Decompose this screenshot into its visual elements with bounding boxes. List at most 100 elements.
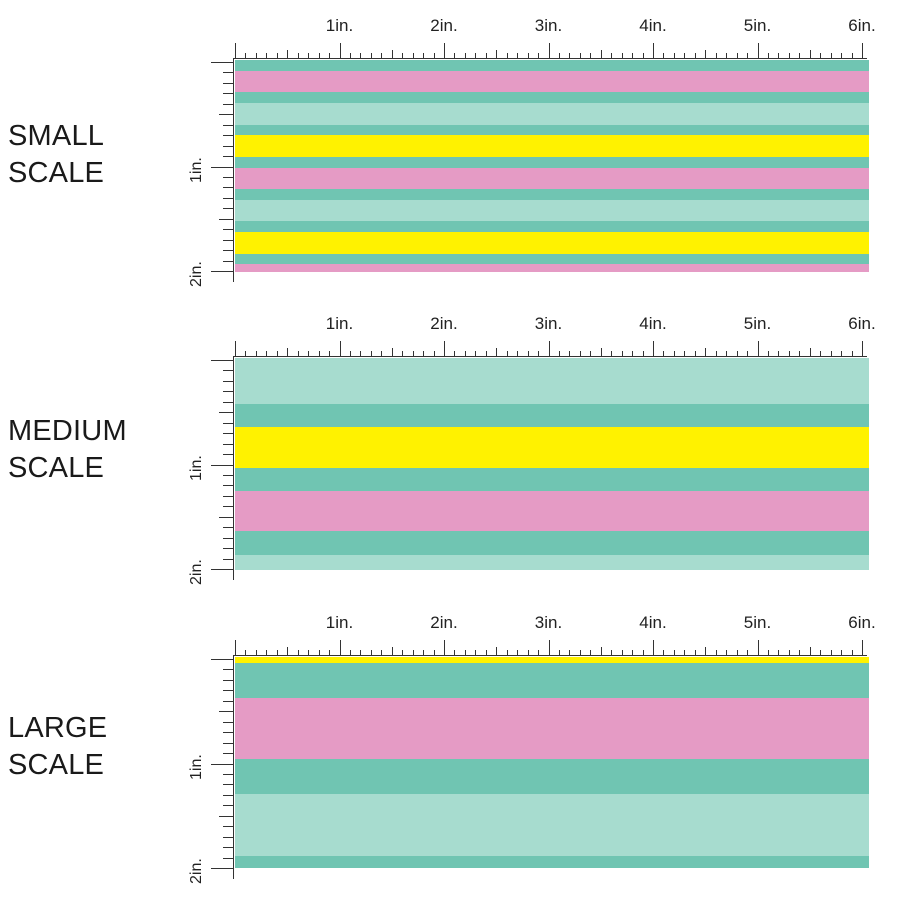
- ruler-label: 2in.: [188, 261, 205, 287]
- ruler-tick: [223, 506, 233, 508]
- ruler-tick: [464, 53, 466, 58]
- scale-label: SMALL SCALE: [8, 118, 104, 192]
- ruler-tick: [266, 650, 268, 655]
- ruler-tick: [548, 43, 550, 58]
- ruler-label: 2in.: [430, 613, 458, 632]
- ruler-tick: [360, 351, 362, 356]
- ruler-tick: [757, 640, 759, 655]
- ruler-tick: [799, 53, 801, 58]
- ruler-tick: [360, 53, 362, 58]
- ruler-tick: [211, 271, 233, 272]
- stripe-teal: [235, 758, 869, 795]
- ruler-tick: [579, 53, 581, 58]
- ruler-tick: [223, 391, 233, 393]
- ruler-tick: [799, 650, 801, 655]
- ruler-tick: [747, 53, 749, 58]
- ruler-tick: [788, 650, 790, 655]
- ruler-tick: [496, 647, 498, 655]
- ruler-tick: [517, 650, 519, 655]
- scale-label-line1: LARGE: [8, 712, 108, 744]
- ruler-tick: [370, 650, 372, 655]
- ruler-tick: [558, 351, 560, 356]
- stripe-teal: [235, 221, 869, 233]
- ruler-tick: [433, 650, 435, 655]
- ruler-tick: [370, 351, 372, 356]
- ruler-tick: [266, 53, 268, 58]
- ruler-tick: [862, 43, 863, 58]
- ruler-tick: [694, 650, 696, 655]
- ruler-tick: [705, 647, 707, 655]
- ruler-tick: [830, 351, 832, 356]
- ruler-tick: [223, 103, 233, 105]
- ruler-tick: [809, 647, 811, 655]
- ruler-tick: [569, 53, 571, 58]
- ruler-tick: [820, 351, 822, 356]
- ruler-tick: [318, 351, 320, 356]
- ruler-tick: [349, 650, 351, 655]
- ruler-tick: [308, 53, 310, 58]
- ruler-tick: [715, 650, 717, 655]
- stripe-teal: [235, 60, 869, 72]
- ruler-tick: [391, 647, 393, 655]
- ruler-tick: [223, 197, 233, 199]
- ruler-tick: [726, 650, 728, 655]
- ruler-tick: [778, 650, 780, 655]
- ruler-tick: [464, 351, 466, 356]
- ruler-tick: [223, 805, 233, 807]
- ruler-tick: [830, 650, 832, 655]
- ruler-tick: [475, 351, 477, 356]
- ruler-label: 5in.: [743, 16, 772, 35]
- ruler-tick: [809, 348, 811, 356]
- ruler-baseline: [233, 655, 867, 656]
- ruler-tick: [767, 650, 769, 655]
- fabric-swatch: [235, 657, 869, 868]
- ruler-tick: [223, 156, 233, 158]
- ruler-baseline: [233, 58, 867, 59]
- stripe-teal: [235, 531, 869, 556]
- ruler-tick: [423, 650, 425, 655]
- ruler-label: 4in.: [639, 314, 667, 333]
- scale-label: MEDIUM SCALE: [8, 413, 127, 487]
- ruler-tick: [485, 650, 487, 655]
- ruler-tick: [621, 650, 623, 655]
- stripe-teal: [235, 92, 869, 104]
- ruler-tick: [381, 351, 383, 356]
- ruler-tick: [841, 351, 843, 356]
- ruler-tick: [223, 82, 233, 84]
- ruler-tick: [673, 53, 675, 58]
- ruler-tick: [527, 650, 529, 655]
- ruler-label: 3in.: [534, 16, 563, 35]
- ruler-tick: [642, 650, 644, 655]
- ruler-tick: [642, 351, 644, 356]
- ruler-tick: [235, 341, 236, 356]
- ruler-tick: [506, 53, 508, 58]
- ruler-tick: [715, 53, 717, 58]
- ruler-tick: [485, 351, 487, 356]
- ruler-tick: [287, 50, 289, 58]
- ruler-tick: [433, 351, 435, 356]
- ruler-tick: [381, 53, 383, 58]
- fabric-swatch: [235, 358, 869, 570]
- large-scale-panel: LARGE SCALE 1in. 2in. 3in. 4in. 5in. 6in. 1in…: [0, 597, 900, 887]
- ruler-tick: [694, 53, 696, 58]
- ruler-tick: [851, 650, 853, 655]
- ruler-tick: [223, 690, 233, 692]
- ruler-tick: [820, 53, 822, 58]
- ruler-tick: [579, 650, 581, 655]
- ruler-tick: [496, 348, 498, 356]
- ruler-tick: [736, 53, 738, 58]
- ruler-tick: [726, 351, 728, 356]
- ruler-tick: [611, 650, 613, 655]
- ruler-tick: [219, 711, 233, 713]
- ruler-tick: [223, 474, 233, 476]
- ruler-tick: [391, 50, 393, 58]
- ruler-tick: [276, 53, 278, 58]
- ruler-tick: [621, 53, 623, 58]
- ruler-label: 1in.: [325, 16, 354, 35]
- ruler-tick: [757, 341, 759, 356]
- ruler-tick: [757, 43, 759, 58]
- scale-label-line1: MEDIUM: [8, 415, 127, 447]
- ruler-tick: [339, 341, 341, 356]
- ruler-tick: [423, 351, 425, 356]
- ruler-tick: [538, 650, 540, 655]
